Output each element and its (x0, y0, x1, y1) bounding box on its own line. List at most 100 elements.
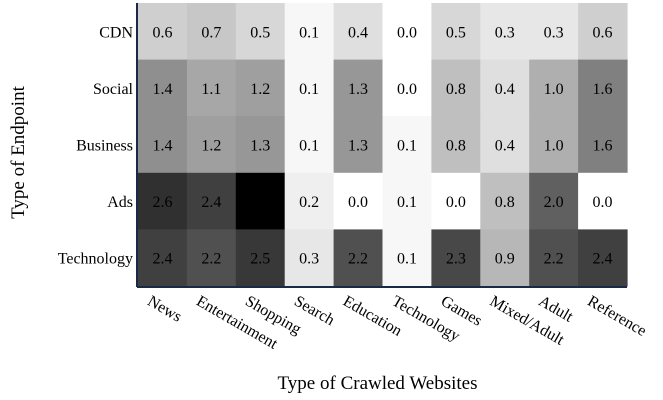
cell-value-label: 2.0 (544, 194, 564, 211)
cell-value-label: 2.4 (593, 251, 613, 268)
cell-value-label: 1.2 (201, 138, 221, 155)
cell-value-label: 0.5 (446, 24, 466, 41)
cell-value-label: 0.3 (299, 251, 319, 268)
cell-value-label: 0.3 (495, 24, 515, 41)
cell-value-label: 1.2 (250, 81, 270, 98)
cell-value-label: 2.3 (446, 251, 466, 268)
heatmap-cell (431, 229, 481, 287)
cell-value-label: 0.8 (495, 194, 515, 211)
cell-value-labels: 0.6 0.7 0.5 0.1 0.4 0.0 0.5 0.3 0.3 0.6 1.4 1.1 1.2 0… (152, 24, 612, 267)
heatmap-cell (284, 172, 335, 230)
heatmap-cell (529, 59, 579, 117)
heatmap-cell (382, 172, 432, 230)
y-tick-label: CDN (99, 24, 133, 41)
heatmap-cell (284, 3, 335, 61)
cell-value-label: 0.0 (397, 24, 417, 41)
cell-value-label: 0.3 (544, 24, 564, 41)
cell-value-label: 0.1 (397, 138, 417, 155)
heatmap-cell (431, 59, 481, 117)
heatmap-cell (578, 116, 628, 174)
cell-value-label: 2.2 (348, 251, 368, 268)
cell-value-label: 0.9 (495, 251, 515, 268)
heatmap-cell (235, 3, 286, 61)
heatmap-cell (480, 229, 530, 287)
heatmap-cell (284, 229, 335, 287)
heatmap-cell (529, 172, 579, 230)
y-tick-label: Business (76, 138, 133, 155)
cell-value-label: 0.0 (348, 194, 368, 211)
cell-value-label: 3.2 (250, 194, 270, 211)
heatmap-cell (138, 59, 188, 117)
cell-value-label: 1.6 (593, 138, 613, 155)
y-tick-label: Technology (58, 251, 133, 268)
cell-value-label: 0.4 (495, 138, 515, 155)
heatmap-cell (480, 116, 530, 174)
heatmap-cell (431, 3, 481, 61)
cell-value-label: 0.0 (593, 194, 613, 211)
heatmap-cell (235, 59, 286, 117)
heatmap-cell (480, 59, 530, 117)
heatmap-cell (186, 59, 237, 117)
cell-value-label: 1.0 (544, 81, 564, 98)
heatmap-cell (235, 116, 286, 174)
heatmap-cell (333, 172, 384, 230)
cell-value-label: 1.4 (152, 81, 172, 98)
cell-value-label: 1.3 (348, 81, 368, 98)
cell-value-label: 1.6 (593, 81, 613, 98)
heatmap-cell (333, 116, 384, 174)
heatmap-cell (578, 172, 628, 230)
cell-value-label: 1.3 (348, 138, 368, 155)
heatmap-cell (333, 59, 384, 117)
cell-value-label: 0.6 (152, 24, 172, 41)
cell-value-label: 0.1 (299, 24, 319, 41)
heatmap-cell (186, 3, 237, 61)
cell-value-label: 0.5 (250, 24, 270, 41)
cell-value-label: 1.4 (152, 138, 172, 155)
cell-value-label: 2.4 (152, 251, 172, 268)
heatmap-cell (529, 229, 579, 287)
cell-value-label: 0.1 (299, 81, 319, 98)
heatmap-cell (186, 172, 237, 230)
cell-value-label: 2.4 (201, 194, 221, 211)
heatmap-cell (382, 116, 432, 174)
heatmap-cell (333, 3, 384, 61)
heatmap-cell (431, 172, 481, 230)
heatmap-cell (529, 116, 579, 174)
heatmap-cell (431, 116, 481, 174)
y-tick-label: Social (93, 81, 134, 98)
cell-value-label: 0.0 (446, 194, 466, 211)
cell-value-label: 0.1 (397, 251, 417, 268)
heatmap-cell (138, 172, 188, 230)
cell-value-label: 1.3 (250, 138, 270, 155)
cell-value-label: 1.1 (201, 81, 221, 98)
heatmap-cell (284, 116, 335, 174)
cell-value-label: 0.4 (495, 81, 515, 98)
y-tick-label: Ads (107, 194, 133, 211)
heatmap-cell (138, 116, 188, 174)
heatmap-cell (578, 59, 628, 117)
x-tick-label: Reference (585, 293, 650, 340)
cell-value-label: 2.2 (201, 251, 221, 268)
y-axis-tick-labels: CDN Social Business Ads Technology (58, 24, 134, 267)
heatmap-cell (578, 229, 628, 287)
heatmap-cell (186, 229, 237, 287)
x-tick-label: News (144, 293, 184, 326)
cell-value-label: 0.8 (446, 138, 466, 155)
heatmap-cell (529, 3, 579, 61)
heatmap-cell (284, 59, 335, 117)
cell-value-label: 2.5 (250, 251, 270, 268)
cell-value-label: 0.1 (397, 194, 417, 211)
cell-value-label: 0.7 (201, 24, 221, 41)
x-axis-title: Type of Crawled Websites (278, 373, 478, 394)
cell-value-label: 0.0 (397, 81, 417, 98)
heatmap-cell (382, 3, 432, 61)
cell-value-label: 0.4 (348, 24, 368, 41)
cell-value-label: 0.2 (299, 194, 319, 211)
cell-value-label: 0.6 (593, 24, 613, 41)
heatmap-cell (186, 116, 237, 174)
cell-value-label: 1.0 (544, 138, 564, 155)
cell-value-label: 2.6 (152, 194, 172, 211)
heatmap-cell (480, 3, 530, 61)
